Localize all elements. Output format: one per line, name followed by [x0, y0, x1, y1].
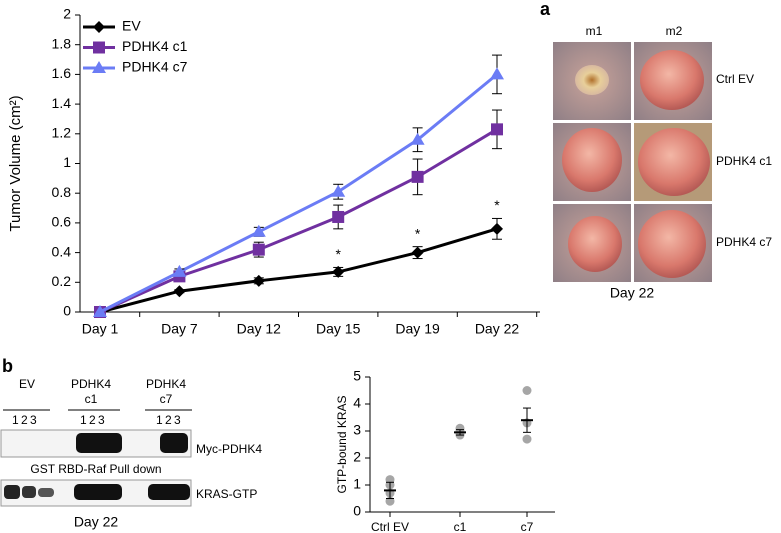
photo-grid: [553, 42, 712, 282]
lane-number: 1: [80, 413, 87, 427]
tumor: [638, 210, 706, 278]
y-axis-label: Tumor Volume (cm²): [7, 95, 24, 231]
marker: [411, 246, 424, 259]
series-line: [99, 227, 498, 314]
marker: [411, 170, 424, 183]
legend-label: PDHK4 c7: [122, 59, 188, 75]
y-tick-label: 1.2: [52, 125, 72, 141]
lane-number: 3: [30, 413, 37, 427]
band: [148, 484, 190, 500]
y-tick-label: 1.8: [52, 35, 72, 51]
y-axis-label: GTP-bound KRAS: [335, 395, 349, 493]
y-tick-label: 1: [353, 476, 361, 492]
blot-row-label: Myc-PDHK4: [196, 442, 262, 456]
marker: [252, 243, 265, 256]
lane-number: 2: [21, 413, 28, 427]
significance-mark: *: [415, 225, 421, 241]
photo-column-label: m2: [666, 24, 683, 38]
y-tick-label: 0: [353, 503, 361, 519]
x-tick-label: c1: [454, 520, 467, 533]
photo-caption: Day 22: [610, 285, 655, 301]
blot-group-label: EV: [19, 377, 35, 391]
marker: [172, 264, 187, 277]
blot-group-label: PDHK4: [71, 377, 111, 391]
photo-column-label: m1: [586, 24, 603, 38]
y-tick-label: 1.6: [52, 65, 72, 81]
x-tick-label: Day 7: [161, 321, 198, 337]
tumor: [640, 50, 704, 110]
photo-row-label: Ctrl EV: [716, 72, 754, 86]
lane-number: 3: [98, 413, 105, 427]
y-tick-label: 4: [353, 395, 361, 411]
dot: [522, 386, 532, 395]
x-tick-label: Ctrl EV: [371, 520, 409, 533]
lane-number: 1: [12, 413, 19, 427]
legend-label: PDHK4 c1: [122, 38, 188, 54]
marker: [491, 123, 503, 136]
x-tick-label: Day 22: [475, 321, 520, 337]
series-line: [99, 128, 498, 314]
x-tick-label: Day 12: [237, 321, 282, 337]
y-tick-label: 3: [353, 422, 361, 438]
y-tick-label: 1.4: [52, 95, 72, 111]
marker: [251, 224, 266, 237]
significance-mark: *: [335, 246, 341, 262]
marker: [173, 285, 186, 298]
x-tick-label: Day 1: [82, 321, 119, 337]
legend-marker: [93, 41, 105, 54]
y-tick-label: 0.2: [52, 273, 72, 289]
band: [22, 486, 36, 498]
legend-marker: [93, 21, 105, 33]
panel-label: b: [2, 356, 13, 376]
tumor: [562, 128, 622, 192]
marker: [332, 210, 345, 223]
tumor: [638, 128, 710, 196]
pulldown-label: GST RBD-Raf Pull down: [30, 462, 161, 476]
panel-label: a: [540, 0, 551, 19]
lane-number: 2: [165, 413, 172, 427]
band: [74, 484, 122, 500]
dot: [522, 434, 532, 444]
y-tick-label: 0: [63, 303, 71, 319]
marker: [332, 265, 345, 278]
blot-caption: Day 22: [74, 514, 119, 530]
significance-mark: *: [494, 197, 500, 213]
x-tick-label: Day 15: [316, 321, 361, 337]
x-tick-label: Day 19: [395, 321, 440, 337]
marker: [331, 184, 346, 197]
tumor: [568, 216, 622, 272]
band: [160, 433, 188, 453]
x-tick-label: c7: [521, 520, 534, 533]
marker: [252, 274, 265, 287]
lane-number: 2: [89, 413, 96, 427]
y-tick-label: 0.6: [52, 214, 72, 230]
band: [76, 433, 122, 453]
marker: [490, 67, 504, 80]
tumor: [575, 65, 609, 95]
y-tick-label: 0.4: [52, 243, 72, 259]
lane-number: 1: [156, 413, 163, 427]
marker: [410, 132, 425, 145]
lane-number: 3: [174, 413, 181, 427]
y-tick-label: 0.8: [52, 184, 72, 200]
series-line: [99, 73, 498, 314]
y-tick-label: 2: [63, 6, 71, 22]
blot-group-label: c7: [160, 392, 173, 406]
y-tick-label: 1: [63, 154, 71, 170]
photo-row-label: PDHK4 c7: [716, 235, 772, 249]
y-tick-label: 2: [353, 449, 361, 465]
marker: [491, 222, 503, 235]
band: [4, 485, 20, 499]
y-tick-label: 5: [353, 368, 361, 384]
marker: [93, 305, 107, 317]
photo-row-label: PDHK4 c1: [716, 154, 772, 168]
blot-row-label: KRAS-GTP: [196, 487, 257, 501]
legend-marker: [92, 61, 106, 73]
blot-group-label: PDHK4: [146, 377, 186, 391]
band: [38, 488, 54, 497]
legend-label: EV: [122, 18, 141, 34]
blot-group-label: c1: [85, 392, 98, 406]
